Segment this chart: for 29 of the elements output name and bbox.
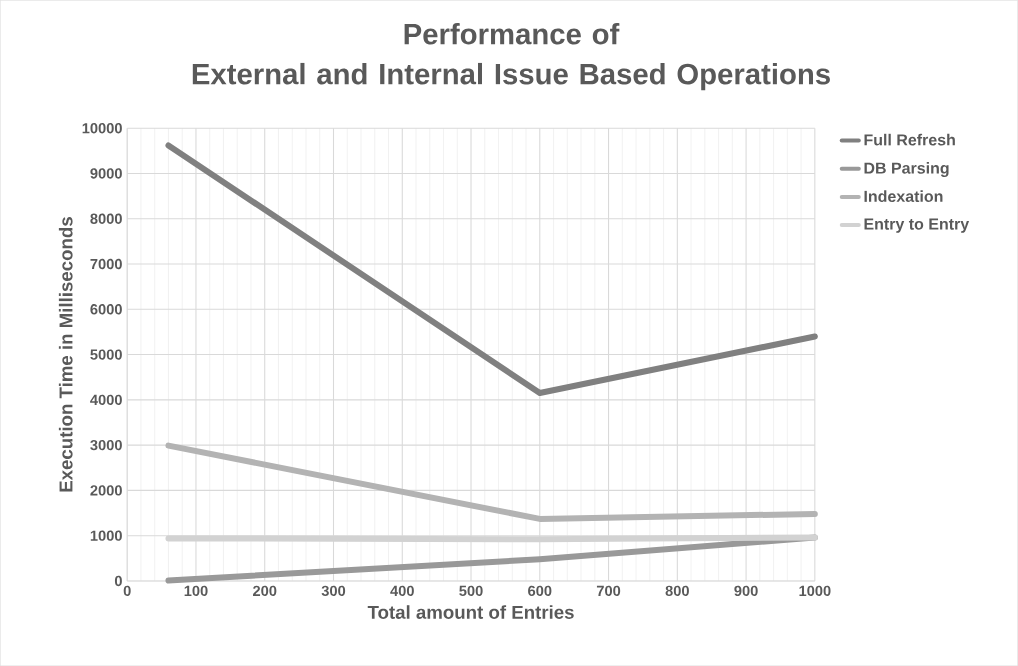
x-tick-label: 0 [123,585,131,596]
y-tick-label: 7000 [90,258,122,270]
x-tick-label: 1000 [799,585,831,596]
y-tick-label: 8000 [90,213,122,224]
x-tick-label: 700 [596,585,621,596]
legend-label: Full Refresh [864,133,955,146]
y-tick-label: 1000 [90,530,122,541]
y-tick-label: 2000 [90,485,122,496]
x-tick-label: 900 [734,585,758,596]
legend-label: DB Parsing [864,161,949,177]
y-tick-label: 3000 [90,439,122,451]
x-tick-label: 400 [390,585,414,596]
x-tick-label: 100 [184,585,208,596]
y-tick-label: 5000 [90,349,122,360]
legend-label: Entry to Entry [864,218,970,233]
x-tick-label: 500 [459,585,483,596]
y-tick-label: 6000 [90,304,122,315]
x-axis-title: Total amount of Entries [367,605,574,619]
x-tick-label: 600 [528,585,552,596]
y-tick-label: 4000 [90,394,122,405]
x-tick-label: 200 [253,585,277,596]
x-tick-label: 300 [321,585,346,596]
x-tick-label: 800 [665,585,689,596]
y-tick-label: 10000 [82,122,122,134]
y-tick-label: 9000 [90,168,122,179]
legend-label: Indexation [864,190,943,202]
chart-title: Performance of External and Internal Issue Based Operations [192,22,830,91]
y-tick-label: 0 [114,575,122,587]
y-axis-title: Execution Time in Milliseconds [58,217,73,492]
